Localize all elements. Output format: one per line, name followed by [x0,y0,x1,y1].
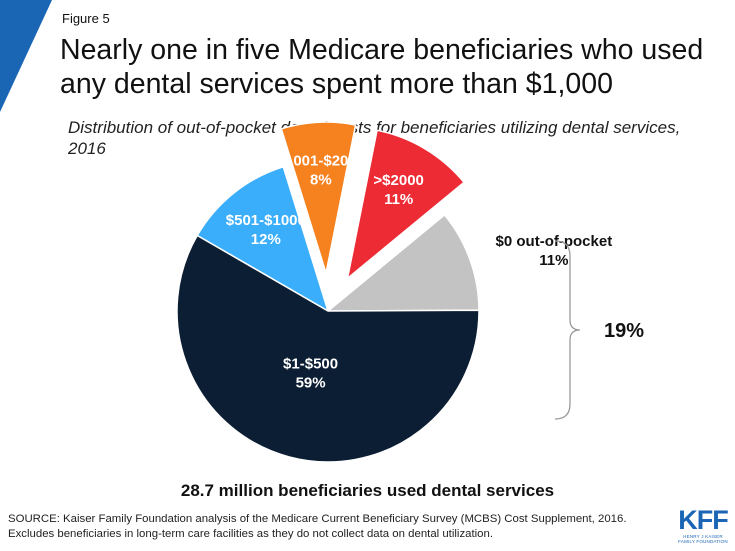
logo-subtext: HENRY J KAISER FAMILY FOUNDATION [678,534,728,544]
slice-value-1-500: 59% [296,375,326,392]
slice-label-501-1000: $501-$1000 [226,212,306,229]
slice-value-0-out-of-pocket: 11% [539,252,568,269]
slice-label-2000: >$2000 [373,172,423,189]
slice-value-501-1000: 12% [251,231,281,248]
logo-text: KFF [678,505,728,535]
pie-slice-501-1000 [196,165,330,313]
pie-slice-2000 [346,129,466,281]
source-note: SOURCE: Kaiser Family Foundation analysi… [8,512,663,542]
page-title: Nearly one in five Medicare beneficiarie… [60,34,704,100]
chart-caption: 28.7 million beneficiaries used dental s… [180,481,555,500]
corner-accent [0,0,52,112]
bracket-total-label: 19% [604,320,644,342]
source-line-2: Excludes beneficiaries in long-term care… [8,528,493,540]
source-line-1: SOURCE: Kaiser Family Foundation analysi… [8,513,627,525]
kff-logo: KFF HENRY J KAISER FAMILY FOUNDATION [675,506,731,544]
chart-subtitle: Distribution of out-of-pocket dental cos… [68,118,681,158]
slice-value-2000: 11% [384,191,413,208]
slice-value-1001-2000: 8% [310,172,332,189]
pie-slice-1-500 [176,234,480,463]
group-bracket [554,240,581,420]
pie-slice-1001-2000 [280,121,357,274]
figure-label: Figure 5 [62,11,110,26]
pie-slice-0-out-of-pocket [325,213,480,312]
slice-label-1-500: $1-$500 [283,356,338,373]
slice-label-1001-2000: $1001-$2000 [277,153,365,170]
slice-label-0-out-of-pocket: $0 out-of-pocket [496,233,613,250]
